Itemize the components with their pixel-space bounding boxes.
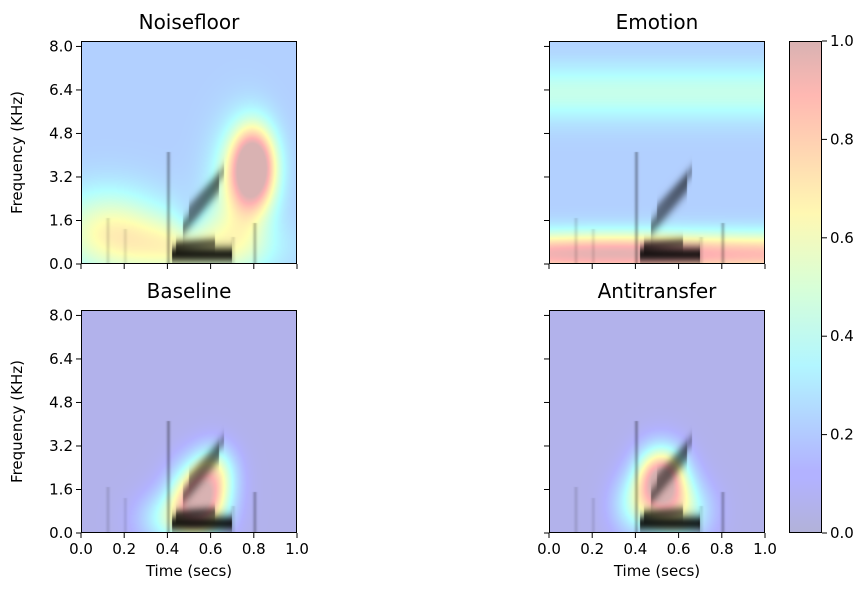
colorbar-gradient (789, 41, 822, 533)
panel-title: Noisefloor (139, 10, 241, 34)
colorbar-tick-label: 1.0 (830, 32, 854, 50)
x-tick-label: 0.2 (580, 540, 604, 558)
colorbar-ticks: 0.0 0.2 0.4 0.6 0.8 1.0 (822, 32, 854, 542)
axis-ticks: 0.0 0.2 0.4 0.6 0.8 1.0 (537, 314, 777, 558)
colorbar-frame (789, 41, 822, 533)
x-tick-label: 0.2 (112, 540, 136, 558)
colorbar: 0.0 0.2 0.4 0.6 0.8 1.0 (789, 32, 854, 542)
x-tick-label: 0.4 (155, 540, 179, 558)
y-tick-label: 4.8 (49, 393, 73, 411)
colorbar-tick-label: 0.2 (830, 426, 854, 444)
x-tick-label: 0.0 (69, 540, 93, 558)
panel-title: Antitransfer (598, 279, 718, 303)
y-axis-label: Frequency (KHz) (8, 91, 26, 214)
y-tick-label: 0.0 (49, 524, 73, 542)
x-axis-label: Time (secs) (145, 562, 232, 580)
x-tick-label: 0.4 (623, 540, 647, 558)
plot-frame (549, 41, 765, 264)
axis-ticks: 0.0 1.6 3.2 4.8 6.4 8.0 (49, 37, 298, 273)
x-tick-label: 1.0 (753, 540, 777, 558)
heatmap-panel-noisefloor: 0.0 1.6 3.2 4.8 6.4 8.0 Noisefloor Frequency … (8, 10, 298, 273)
x-tick-label: 0.6 (667, 540, 691, 558)
colorbar-tick-label: 0.8 (830, 130, 854, 148)
y-tick-label: 6.4 (49, 350, 73, 368)
colorbar-tick-label: 0.6 (830, 229, 854, 247)
x-tick-label: 0.8 (242, 540, 266, 558)
heatmap-panel-antitransfer: 0.0 0.2 0.4 0.6 0.8 1.0 Antitransfer Time (se… (537, 279, 777, 580)
y-tick-label: 3.2 (49, 168, 73, 186)
plot-frame (549, 310, 765, 533)
y-tick-label: 1.6 (49, 211, 73, 229)
plot-frame (81, 41, 297, 264)
y-tick-label: 1.6 (49, 480, 73, 498)
y-tick-label: 0.0 (49, 255, 73, 273)
heatmap-panel-baseline: 0.0 0.2 0.4 0.6 0.8 1.0 0.0 1.6 3.2 4.8 6.4 8.0 Bas… (8, 279, 309, 580)
heatmap-image (81, 41, 297, 264)
x-tick-label: 0.0 (537, 540, 561, 558)
heatmap-image (549, 310, 765, 533)
y-axis-label: Frequency (KHz) (8, 360, 26, 483)
y-tick-label: 4.8 (49, 124, 73, 142)
axis-ticks (544, 45, 766, 269)
panel-title: Baseline (147, 279, 232, 303)
axis-ticks: 0.0 0.2 0.4 0.6 0.8 1.0 0.0 1.6 3.2 4.8 6.4 8.0 (49, 306, 309, 558)
colorbar-tick-label: 0.0 (830, 524, 854, 542)
x-tick-label: 0.6 (199, 540, 223, 558)
plot-frame (81, 310, 297, 533)
y-tick-label: 6.4 (49, 81, 73, 99)
colorbar-tick-label: 0.4 (830, 327, 854, 345)
heatmap-image (549, 41, 765, 264)
panel-title: Emotion (616, 10, 699, 34)
x-axis-label: Time (secs) (613, 562, 700, 580)
x-tick-label: 1.0 (285, 540, 309, 558)
heatmap-panel-emotion: Emotion (544, 10, 766, 269)
y-tick-label: 8.0 (49, 306, 73, 324)
y-tick-label: 3.2 (49, 437, 73, 455)
x-tick-label: 0.8 (710, 540, 734, 558)
y-tick-label: 8.0 (49, 37, 73, 55)
heatmap-image (81, 310, 297, 533)
